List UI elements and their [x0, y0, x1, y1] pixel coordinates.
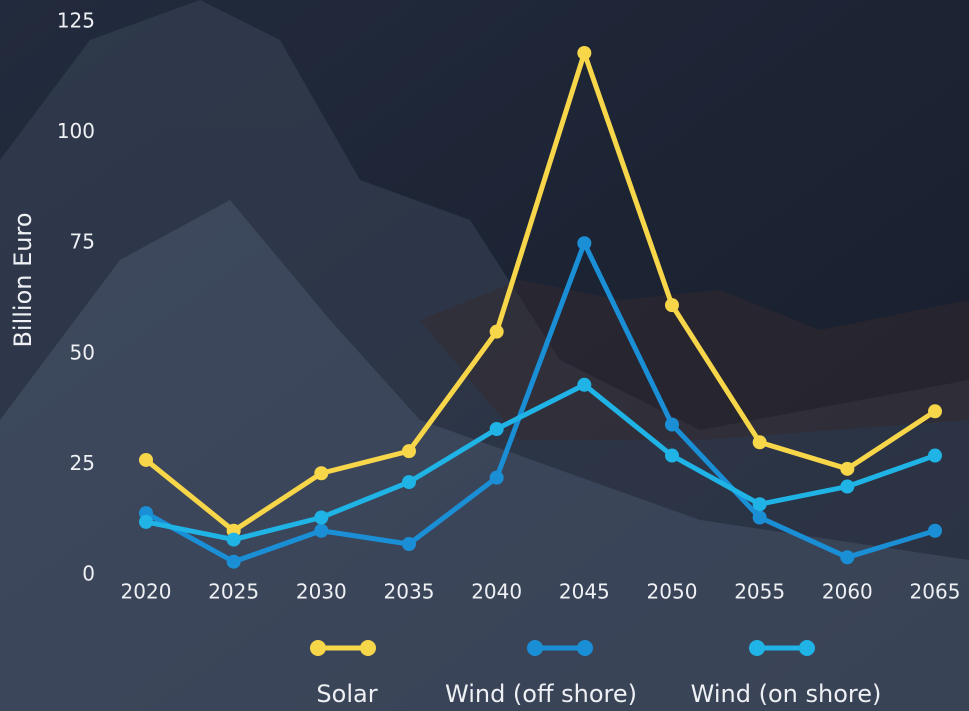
data-point: [752, 510, 767, 525]
data-point: [314, 523, 329, 538]
data-point: [314, 510, 329, 525]
y-tick-label: 125: [57, 9, 95, 33]
data-point: [665, 448, 679, 463]
y-tick-label: 25: [70, 451, 95, 475]
legend-dot: [310, 640, 326, 656]
x-tick-label: 2065: [910, 580, 961, 604]
y-tick-label: 50: [70, 340, 95, 364]
data-point: [840, 479, 855, 494]
x-tick-label: 2040: [471, 580, 522, 604]
legend-label: Wind (off shore): [445, 680, 637, 708]
data-point: [314, 466, 329, 481]
series-line: [145, 382, 936, 543]
legend-label: Wind (on shore): [691, 680, 882, 708]
data-point: [928, 448, 942, 463]
x-tick-label: 2025: [208, 580, 259, 604]
data-point: [577, 236, 592, 251]
legend-dot: [749, 640, 765, 656]
data-point: [752, 497, 767, 512]
series-line: [144, 240, 936, 565]
x-tick-label: 2020: [121, 580, 172, 604]
data-point: [752, 435, 767, 450]
data-point: [665, 417, 679, 432]
y-tick-label: 0: [82, 562, 95, 586]
data-point: [226, 532, 241, 547]
data-point: [840, 461, 855, 476]
data-point: [489, 470, 504, 485]
legend-dot: [360, 640, 376, 656]
data-point: [577, 45, 592, 60]
legend-dot: [577, 640, 593, 656]
data-point: [402, 537, 416, 552]
y-tick-label: 75: [70, 230, 95, 254]
x-tick-label: 2045: [559, 580, 610, 604]
x-tick-label: 2030: [296, 580, 347, 604]
data-point: [928, 404, 942, 419]
data-point: [928, 523, 942, 538]
data-point: [577, 377, 592, 392]
legend-dot: [799, 640, 815, 656]
legend-dot: [527, 640, 543, 656]
legend-label: Solar: [316, 680, 377, 708]
data-point: [402, 444, 416, 459]
data-point: [665, 298, 679, 313]
x-tick-label: 2035: [384, 580, 435, 604]
data-point: [840, 550, 855, 565]
data-point: [139, 514, 153, 529]
data-point: [489, 324, 504, 339]
series-line: [144, 50, 937, 534]
data-point: [226, 554, 241, 569]
data-point: [402, 475, 416, 490]
data-point: [489, 422, 504, 437]
y-axis-label: Billion Euro: [9, 212, 37, 347]
x-tick-label: 2060: [822, 580, 873, 604]
x-tick-label: 2050: [647, 580, 698, 604]
y-tick-label: 100: [57, 119, 95, 143]
data-point: [139, 452, 153, 467]
x-tick-label: 2055: [734, 580, 785, 604]
